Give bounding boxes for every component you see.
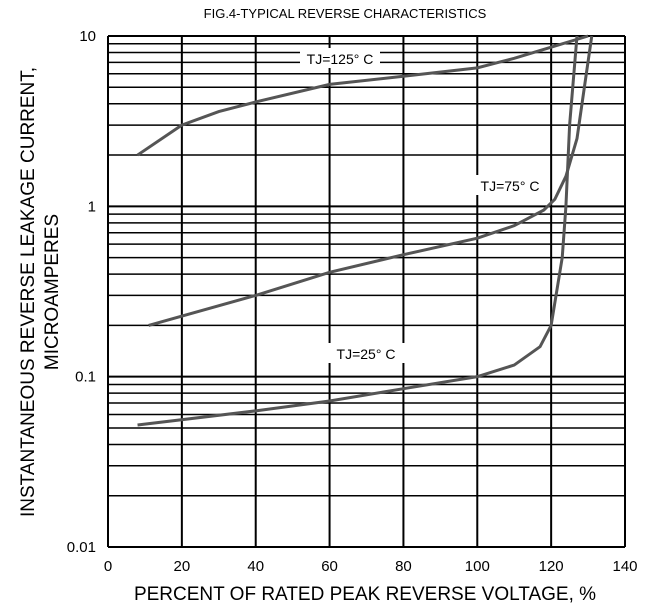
y-tick-label: 10 xyxy=(79,28,96,45)
x-tick-label: 60 xyxy=(321,558,338,575)
x-tick-label: 40 xyxy=(247,558,264,575)
y-tick-label: 1 xyxy=(88,198,96,215)
x-tick-label: 100 xyxy=(465,558,490,575)
series-line xyxy=(137,35,579,427)
y-tick-label: 0.01 xyxy=(67,539,96,556)
x-tick-label: 80 xyxy=(395,558,412,575)
series-line xyxy=(136,34,589,157)
y-tick-label: 0.1 xyxy=(75,369,96,386)
x-tick-label: 0 xyxy=(104,558,112,575)
series-label: TJ=75° C xyxy=(481,178,540,194)
x-tick-label: 140 xyxy=(612,558,637,575)
label-bg xyxy=(326,343,406,363)
series-label: TJ=125° C xyxy=(307,51,374,67)
y-axis-label: INSTANTANEOUS REVERSE LEAKAGE CURRENT, xyxy=(18,67,39,517)
series-label: TJ=25° C xyxy=(337,346,396,362)
series-line xyxy=(148,35,594,327)
label-bg xyxy=(470,175,550,195)
x-tick-label: 120 xyxy=(539,558,564,575)
label-bg xyxy=(300,48,380,68)
y-axis-label: MICROAMPERES xyxy=(42,214,63,370)
x-tick-label: 20 xyxy=(174,558,191,575)
chart-title: FIG.4-TYPICAL REVERSE CHARACTERISTICS xyxy=(204,6,487,21)
x-axis-label: PERCENT OF RATED PEAK REVERSE VOLTAGE, % xyxy=(134,584,596,605)
